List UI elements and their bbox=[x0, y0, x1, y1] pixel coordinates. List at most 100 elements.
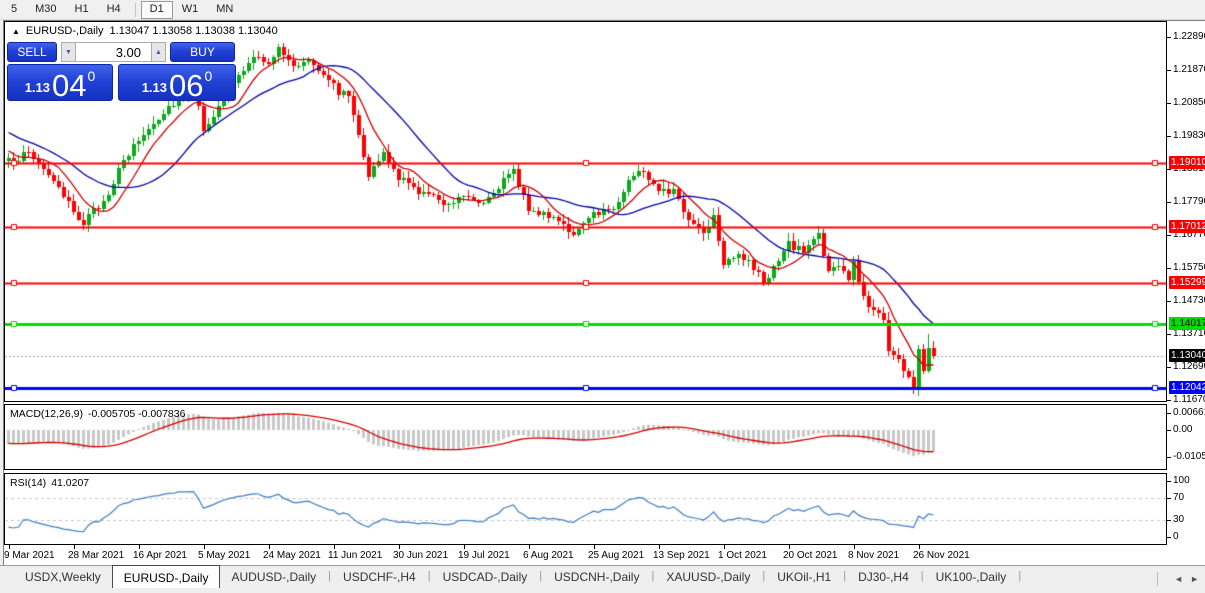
tab-usdcad-daily[interactable]: USDCAD-,Daily bbox=[442, 570, 528, 584]
timeframe-button-h1[interactable]: H1 bbox=[74, 2, 89, 15]
tab-separator: | bbox=[651, 570, 655, 582]
axis-tick-mark bbox=[1167, 367, 1171, 368]
axis-tick-mark bbox=[1167, 103, 1171, 104]
triangle-down-icon: ▼ bbox=[65, 48, 72, 56]
bid-price-pip-digit: 0 bbox=[87, 68, 96, 84]
tab-separator: | bbox=[843, 570, 847, 582]
date-axis-label: 26 Nov 2021 bbox=[913, 550, 970, 561]
one-click-trading-panel: SELL ▼ 3.00 ▲ BUY 1.13 04 0 1.13 06 bbox=[7, 42, 236, 101]
ohlc-values: 1.13047 1.13058 1.13038 1.13040 bbox=[109, 25, 278, 37]
date-axis-label: 6 Aug 2021 bbox=[523, 550, 574, 561]
collapse-arrow-icon[interactable]: ▲ bbox=[12, 26, 20, 36]
date-axis-label: 16 Apr 2021 bbox=[133, 550, 187, 561]
price-axis-label: 1.21870 bbox=[1173, 64, 1205, 75]
timeframe-toolbar: 5 M30 H1 H4 D1 W1 MN bbox=[0, 0, 1205, 20]
timeframe-button-d1[interactable]: D1 bbox=[140, 0, 173, 19]
tab-ukoil-h1[interactable]: UKOil-,H1 bbox=[777, 570, 832, 584]
date-tick-mark bbox=[529, 545, 530, 549]
tab-eurusd-daily[interactable]: EURUSD-,Daily bbox=[111, 565, 221, 588]
hline-price-label: 1.17012 bbox=[1169, 220, 1205, 233]
axis-tick-mark bbox=[1167, 520, 1171, 521]
date-tick-mark bbox=[269, 545, 270, 549]
date-tick-mark bbox=[399, 545, 400, 549]
triangle-up-icon: ▲ bbox=[155, 48, 162, 56]
tab-scroll-buttons: ◄ ► bbox=[1157, 572, 1199, 586]
bid-price-prefix: 1.13 bbox=[24, 80, 51, 95]
bid-price-display[interactable]: 1.13 04 0 bbox=[7, 64, 113, 101]
volume-decrease-button[interactable]: ▼ bbox=[61, 42, 76, 62]
timeframe-button-w1[interactable]: W1 bbox=[181, 2, 199, 15]
tab-nav-separator bbox=[1157, 572, 1159, 586]
tab-separator: | bbox=[920, 570, 924, 582]
axis-tick-mark bbox=[1167, 498, 1171, 499]
volume-increase-button[interactable]: ▲ bbox=[151, 42, 166, 62]
date-tick-mark bbox=[594, 545, 595, 549]
date-tick-mark bbox=[204, 545, 205, 549]
tab-audusd-daily[interactable]: AUDUSD-,Daily bbox=[231, 570, 317, 584]
hline-price-label: 1.19010 bbox=[1169, 156, 1205, 169]
axis-tick-mark bbox=[1167, 537, 1171, 538]
axis-tick-mark bbox=[1167, 400, 1171, 401]
tab-separator: | bbox=[427, 570, 431, 582]
timeframe-button-h4[interactable]: H4 bbox=[106, 2, 121, 15]
date-axis-label: 11 Jun 2021 bbox=[328, 550, 383, 561]
tab-strip: USDX,Weekly EURUSD-,Daily AUDUSD-,Daily | US… bbox=[0, 565, 1205, 589]
hline-price-label: 1.15299 bbox=[1169, 276, 1205, 289]
rsi-value: 41.0207 bbox=[51, 477, 90, 489]
macd-canvas[interactable] bbox=[5, 405, 1166, 469]
date-tick-mark bbox=[139, 545, 140, 549]
macd-axis-label: -0.010595 bbox=[1173, 451, 1205, 462]
macd-panel bbox=[4, 404, 1167, 470]
tab-xauusd-daily[interactable]: XAUUSD-,Daily bbox=[666, 570, 751, 584]
price-axis: 1.228901.218701.208501.198301.188101.177… bbox=[1167, 21, 1205, 564]
scroll-tabs-left-icon[interactable]: ◄ bbox=[1174, 574, 1184, 584]
tab-separator: | bbox=[328, 570, 332, 582]
timeframe-button-m30[interactable]: M30 bbox=[35, 2, 57, 15]
axis-tick-mark bbox=[1167, 268, 1171, 269]
date-tick-mark bbox=[334, 545, 335, 549]
timeframe-button-5[interactable]: 5 bbox=[11, 2, 18, 15]
price-axis-label: 1.16770 bbox=[1173, 229, 1205, 240]
date-axis-label: 28 Mar 2021 bbox=[68, 550, 125, 561]
chart-tab-bar: USDX,Weekly EURUSD-,Daily AUDUSD-,Daily | US… bbox=[0, 565, 1205, 593]
ask-price-display[interactable]: 1.13 06 0 bbox=[118, 64, 236, 101]
current-price-label: 1.13040 bbox=[1169, 349, 1205, 362]
macd-axis-label: 0.00 bbox=[1173, 424, 1193, 435]
tab-uk100-daily[interactable]: UK100-,Daily bbox=[935, 570, 1007, 584]
axis-tick-mark bbox=[1167, 301, 1171, 302]
price-axis-label: 1.11670 bbox=[1173, 394, 1205, 405]
rsi-panel bbox=[4, 473, 1167, 545]
date-tick-mark bbox=[854, 545, 855, 549]
macd-values: -0.005705 -0.007836 bbox=[87, 408, 186, 420]
symbol-period-label: EURUSD-,Daily bbox=[25, 25, 104, 37]
date-axis-label: 13 Sep 2021 bbox=[653, 550, 710, 561]
tab-dj30-h4[interactable]: DJ30-,H4 bbox=[858, 570, 909, 584]
tab-usdcnh-daily[interactable]: USDCNH-,Daily bbox=[554, 570, 640, 584]
volume-input[interactable]: 3.00 bbox=[76, 42, 151, 62]
axis-tick-mark bbox=[1167, 37, 1171, 38]
scroll-tabs-right-icon[interactable]: ► bbox=[1190, 574, 1199, 584]
axis-tick-mark bbox=[1167, 413, 1171, 414]
sell-button[interactable]: SELL bbox=[7, 42, 57, 62]
rsi-canvas[interactable] bbox=[5, 474, 1166, 544]
toolbar-separator bbox=[134, 2, 136, 17]
bid-price-big-digits: 04 bbox=[52, 67, 87, 103]
price-axis-label: 1.12690 bbox=[1173, 361, 1205, 372]
axis-tick-mark bbox=[1167, 70, 1171, 71]
date-axis-label: 24 May 2021 bbox=[263, 550, 321, 561]
tab-usdx-weekly[interactable]: USDX,Weekly bbox=[25, 570, 101, 584]
tab-usdchf-h4[interactable]: USDCHF-,H4 bbox=[343, 570, 416, 584]
macd-title: MACD(12,26,9) -0.005705 -0.007836 bbox=[10, 408, 185, 420]
macd-label: MACD(12,26,9) bbox=[10, 408, 83, 420]
timeframe-button-mn[interactable]: MN bbox=[216, 2, 234, 15]
buy-button[interactable]: BUY bbox=[170, 42, 235, 62]
axis-tick-mark bbox=[1167, 457, 1171, 458]
tab-separator: | bbox=[1018, 570, 1022, 582]
date-axis-label: 9 Mar 2021 bbox=[4, 550, 55, 561]
axis-tick-mark bbox=[1167, 202, 1171, 203]
axis-tick-mark bbox=[1167, 235, 1171, 236]
axis-tick-mark bbox=[1167, 334, 1171, 335]
price-axis-label: 1.17790 bbox=[1173, 196, 1205, 207]
date-axis-label: 25 Aug 2021 bbox=[588, 550, 645, 561]
